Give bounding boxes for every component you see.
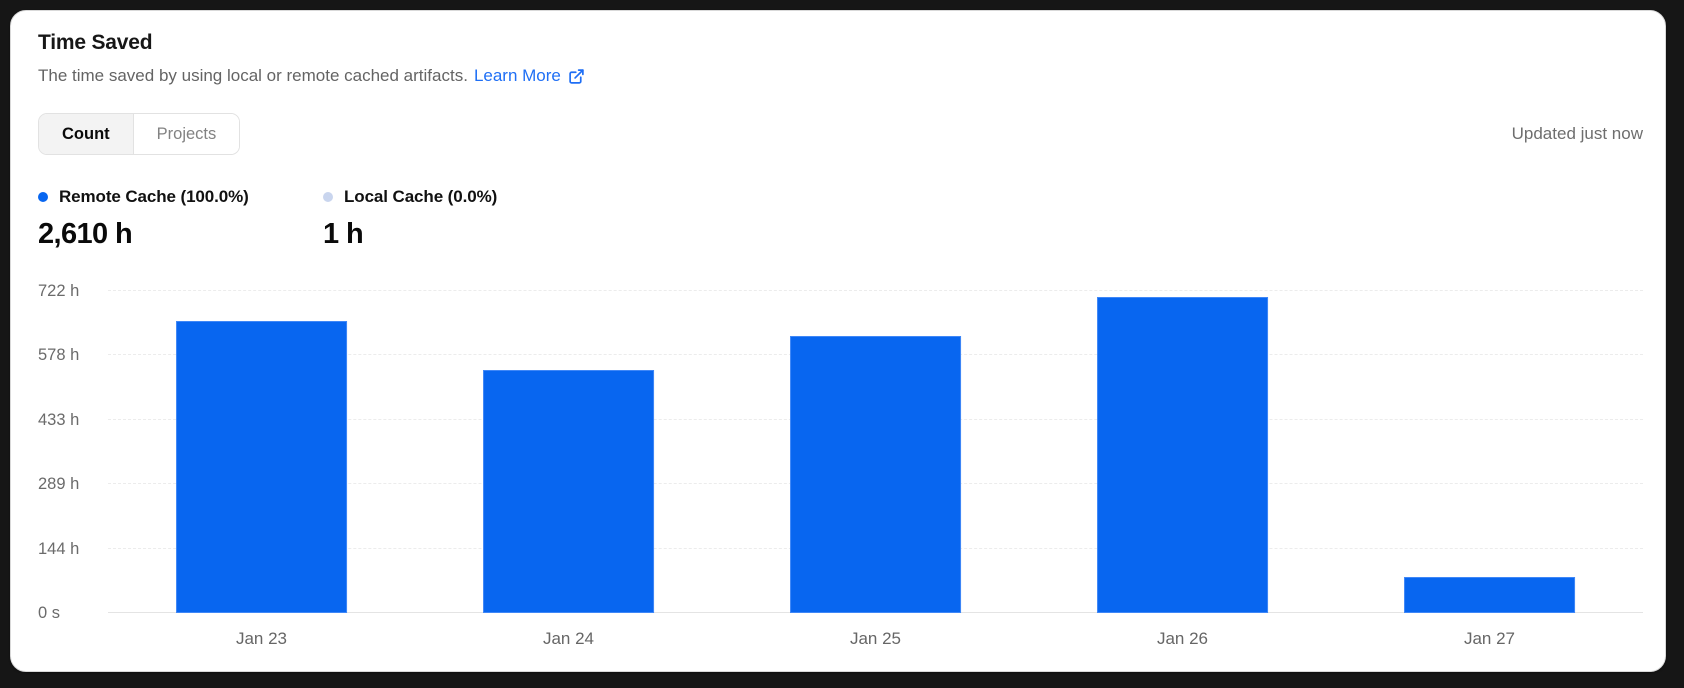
page-title: Time Saved bbox=[38, 31, 153, 54]
bar-jan-27[interactable] bbox=[1403, 577, 1576, 613]
bar-slot bbox=[108, 291, 415, 613]
bar-slot bbox=[415, 291, 722, 613]
x-axis-label: Jan 23 bbox=[235, 629, 288, 648]
updated-text: Updated just now bbox=[1511, 124, 1643, 143]
learn-more-label: Learn More bbox=[473, 66, 561, 85]
time-saved-card: Time Saved The time saved by using local… bbox=[10, 10, 1666, 672]
external-link-icon bbox=[568, 68, 585, 85]
time-saved-bar-chart: 0 s 144 h 289 h 433 h 578 h 722 h Jan 23 Jan 2… bbox=[38, 261, 1643, 659]
bar-jan-26[interactable] bbox=[1096, 297, 1269, 613]
toolbar: Count Projects Updated just now bbox=[38, 113, 1643, 155]
chart-plot-area: 0 s 144 h 289 h 433 h 578 h 722 h bbox=[38, 282, 1643, 622]
bar-slot bbox=[722, 291, 1029, 613]
y-axis-label: 578 h bbox=[38, 346, 80, 365]
bars-container bbox=[108, 291, 1643, 613]
gridline bbox=[108, 290, 1643, 291]
view-tab-group: Count Projects bbox=[38, 113, 241, 155]
x-axis-label: Jan 27 bbox=[1463, 629, 1516, 648]
remote-cache-legend: Remote Cache (100.0%) bbox=[38, 187, 293, 207]
tab-projects[interactable]: Projects bbox=[132, 114, 240, 154]
local-cache-dot-icon bbox=[323, 192, 333, 202]
y-axis-label: 722 h bbox=[38, 282, 80, 300]
subtitle-text: The time saved by using local or remote … bbox=[38, 66, 468, 85]
tab-count[interactable]: Count bbox=[39, 114, 133, 154]
bar-jan-24[interactable] bbox=[482, 369, 655, 613]
y-axis-label: 0 s bbox=[38, 604, 61, 622]
local-cache-legend: Local Cache (0.0%) bbox=[323, 187, 578, 207]
remote-cache-dot-icon bbox=[38, 192, 48, 202]
local-cache-label: Local Cache (0.0%) bbox=[344, 187, 498, 206]
bar-jan-25[interactable] bbox=[789, 335, 962, 613]
legend-summary-row: Remote Cache (100.0%) 2,610 h Local Cach… bbox=[38, 187, 1643, 251]
local-cache-summary: Local Cache (0.0%) 1 h bbox=[323, 187, 608, 251]
remote-cache-summary: Remote Cache (100.0%) 2,610 h bbox=[38, 187, 323, 251]
x-axis-label: Jan 24 bbox=[542, 629, 595, 648]
bar-slot bbox=[1029, 291, 1336, 613]
learn-more-link[interactable]: Learn More bbox=[474, 66, 585, 86]
y-axis-label: 433 h bbox=[38, 410, 80, 429]
x-axis: Jan 23 Jan 24 Jan 25 Jan 26 Jan 27 bbox=[108, 613, 1643, 659]
y-axis-label: 144 h bbox=[38, 539, 80, 558]
bar-jan-23[interactable] bbox=[175, 320, 348, 613]
local-cache-value: 1 h bbox=[323, 218, 364, 250]
card-subtitle: The time saved by using local or remote … bbox=[38, 66, 1643, 86]
x-axis-label: Jan 26 bbox=[1156, 629, 1209, 648]
bar-slot bbox=[1336, 291, 1643, 613]
remote-cache-label: Remote Cache (100.0%) bbox=[59, 187, 249, 206]
x-axis-label: Jan 25 bbox=[849, 629, 902, 648]
y-axis-label: 289 h bbox=[38, 475, 80, 494]
remote-cache-value: 2,610 h bbox=[38, 218, 133, 250]
